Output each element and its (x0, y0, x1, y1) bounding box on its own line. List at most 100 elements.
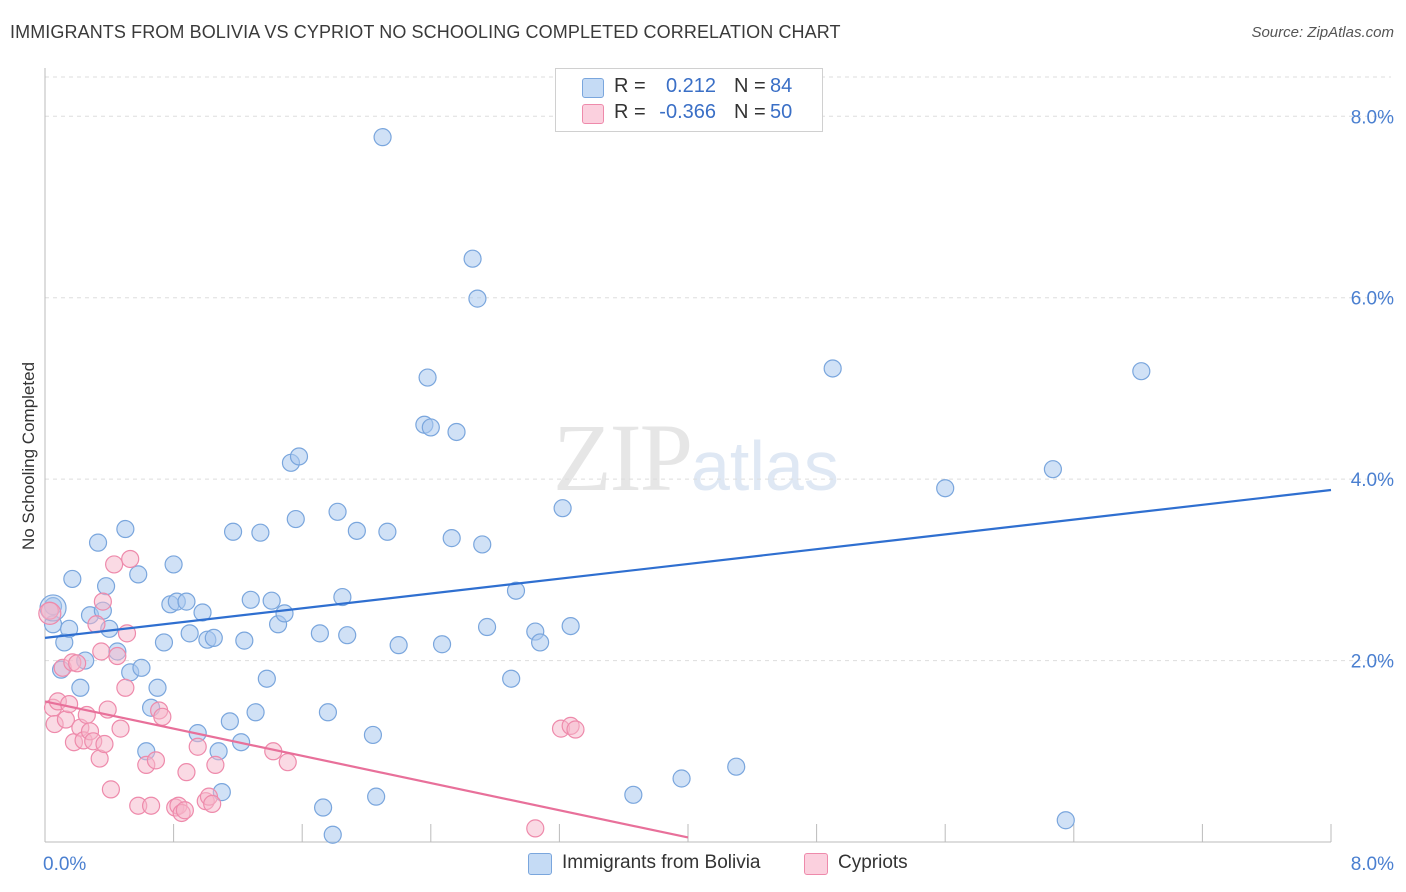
bolivia-point (323, 825, 342, 844)
bolivia-point (473, 535, 492, 554)
bolivia-point (310, 624, 329, 643)
bolivia-point (531, 633, 550, 652)
y-tick-label: 6.0% (1351, 289, 1394, 310)
cypriots-point (101, 780, 121, 799)
bolivia-point (328, 502, 347, 521)
r-value: 0.212 (665, 75, 716, 97)
cypriots-point (108, 646, 127, 666)
legend-label-bolivia: Immigrants from Bolivia (562, 852, 761, 873)
cypriots-point (111, 719, 130, 738)
bolivia-point (246, 703, 265, 722)
bolivia-point (129, 565, 148, 584)
bolivia-point (1043, 460, 1063, 479)
n-label: N = (734, 75, 766, 97)
grid-lines (45, 76, 1391, 662)
series-bolivia-points (39, 128, 1151, 844)
cypriots-point (141, 796, 161, 815)
bolivia-point (313, 798, 333, 817)
bolivia-point (347, 521, 366, 540)
watermark-zip: ZIP (553, 404, 693, 511)
stats-legend: R = 0.212 N = 84 R = -0.366 N = 50 (555, 68, 823, 132)
chart-title: IMMIGRANTS FROM BOLIVIA VS CYPRIOT NO SC… (10, 22, 841, 42)
y-tick-label: 4.0% (1351, 470, 1394, 491)
cypriots-point (278, 753, 297, 772)
bolivia-point (60, 619, 79, 638)
bolivia-point (257, 669, 276, 688)
watermark: ZIPatlas (553, 402, 839, 513)
bolivia-point (286, 509, 305, 529)
cypriots-point (177, 763, 196, 782)
bolivia-point (477, 617, 497, 637)
r-label: R = (614, 75, 646, 97)
cypriots-point (153, 707, 172, 726)
bolivia-point (421, 418, 440, 437)
cypriots-point (93, 592, 112, 611)
bolivia-point (193, 603, 212, 622)
cypriots-point (105, 555, 124, 574)
cypriots-point (68, 654, 87, 673)
bolivia-point (63, 569, 82, 589)
bolivia-point (463, 249, 482, 268)
bolivia-point (447, 422, 466, 442)
bolivia-point (624, 785, 643, 804)
legend-label-cypriots: Cypriots (838, 852, 908, 873)
bolivia-point (727, 757, 746, 776)
cypriots-point (95, 734, 114, 754)
bolivia-point (1056, 811, 1075, 830)
legend-swatch-blue (528, 853, 552, 875)
bolivia-point (220, 712, 239, 731)
bolivia-point (88, 533, 108, 552)
bolivia-point (367, 787, 386, 806)
bolivia-point (338, 626, 357, 645)
bolivia-point (553, 499, 572, 518)
bolivia-point (389, 636, 408, 655)
bolivia-point (561, 616, 580, 636)
cypriots-point (188, 737, 207, 756)
bolivia-point (936, 479, 955, 498)
n-value: 50 (770, 101, 793, 123)
cypriots-point (203, 794, 222, 814)
x-tick-label: 8.0% (1351, 854, 1394, 875)
bolivia-point (378, 522, 397, 541)
bolivia-point (235, 631, 254, 650)
watermark-atlas: atlas (691, 427, 839, 505)
cypriots-point (175, 801, 194, 820)
bolivia-point (132, 658, 151, 677)
n-value: 84 (770, 75, 793, 97)
r-value: -0.366 (659, 101, 716, 123)
bolivia-point (442, 529, 461, 548)
legend-swatch-pink (582, 104, 604, 124)
n-label: N = (734, 101, 766, 123)
bolivia-point (1132, 362, 1151, 381)
trend-lines (44, 488, 1332, 839)
bolivia-point (164, 555, 183, 574)
cypriots-point (92, 642, 111, 661)
bolivia-point (672, 769, 691, 788)
bolivia-point (432, 635, 452, 654)
bolivia-trend-line (44, 488, 1332, 639)
cypriots-point (566, 720, 585, 739)
legend-swatch-pink (804, 853, 828, 875)
bolivia-point (71, 678, 90, 697)
bolivia-point (823, 359, 842, 378)
cypriots-point (146, 751, 166, 770)
x-tick-label: 0.0% (43, 854, 86, 875)
axes (44, 68, 1332, 843)
bolivia-point (262, 591, 281, 610)
source-label: Source: ZipAtlas.com (1251, 24, 1394, 41)
bolivia-point (177, 592, 196, 611)
bolivia-point (418, 368, 437, 387)
bolivia-point (116, 519, 135, 539)
legend-swatch-blue (582, 78, 604, 98)
bolivia-point (241, 590, 260, 609)
bolivia-point (148, 678, 167, 697)
bolivia-point (154, 633, 174, 652)
cypriots-trend-line (44, 700, 689, 839)
cypriots-point (206, 755, 225, 774)
tick-labels: 2.0% 4.0% 6.0% 8.0% 0.0% 8.0% (43, 107, 1394, 875)
y-tick-label: 2.0% (1351, 652, 1394, 673)
cypriots-point (116, 678, 135, 697)
bolivia-point (502, 669, 521, 688)
cypriots-point (526, 819, 545, 838)
